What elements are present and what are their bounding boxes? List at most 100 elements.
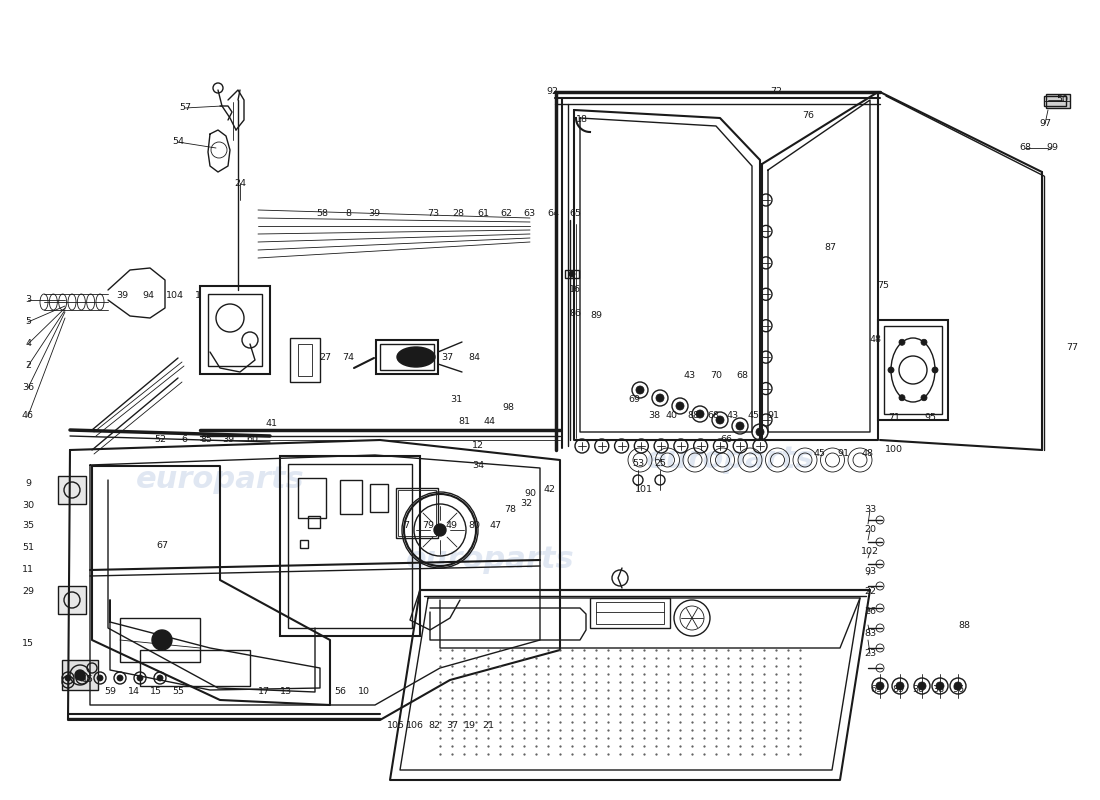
Text: 80: 80	[468, 522, 480, 530]
Circle shape	[888, 367, 894, 373]
Text: 56: 56	[334, 687, 346, 697]
Text: 57: 57	[179, 103, 191, 113]
Text: 39: 39	[116, 290, 128, 299]
Circle shape	[636, 386, 644, 394]
Text: 15: 15	[22, 639, 34, 649]
Text: 74: 74	[342, 354, 354, 362]
Bar	[288, 464, 412, 628]
Circle shape	[676, 402, 684, 410]
Text: 2: 2	[25, 362, 31, 370]
Text: 48: 48	[862, 450, 874, 458]
Text: 37: 37	[446, 722, 458, 730]
Text: 98: 98	[502, 403, 514, 413]
Text: 89: 89	[892, 686, 904, 694]
Text: 53: 53	[631, 459, 645, 469]
Text: 106: 106	[406, 722, 424, 730]
Circle shape	[899, 339, 905, 346]
Text: 102: 102	[861, 547, 879, 557]
Text: 93: 93	[864, 567, 876, 577]
Text: 83: 83	[864, 630, 876, 638]
Text: 90: 90	[524, 490, 536, 498]
Text: 67: 67	[156, 542, 168, 550]
Bar	[298, 478, 326, 518]
Circle shape	[921, 339, 927, 346]
Text: 65: 65	[569, 210, 581, 218]
Text: 64: 64	[547, 210, 559, 218]
Text: europarts: europarts	[406, 546, 574, 574]
Text: 91: 91	[767, 411, 779, 421]
Text: 35: 35	[22, 522, 34, 530]
Text: 103: 103	[411, 354, 429, 362]
Bar	[1046, 94, 1070, 108]
Text: 81: 81	[458, 418, 470, 426]
Text: 23: 23	[864, 650, 876, 658]
Text: 88: 88	[958, 622, 970, 630]
Text: 72: 72	[770, 87, 782, 97]
Circle shape	[954, 682, 962, 690]
Text: 8: 8	[345, 210, 351, 218]
Bar	[290, 338, 320, 382]
Text: 62: 62	[500, 210, 512, 218]
Text: 101: 101	[635, 486, 653, 494]
Text: 52: 52	[154, 435, 166, 445]
Text: 5: 5	[25, 318, 31, 326]
Text: 6: 6	[182, 435, 187, 445]
Text: 9: 9	[25, 479, 31, 489]
Circle shape	[656, 394, 664, 402]
Text: 31: 31	[450, 395, 462, 405]
Text: 39: 39	[222, 435, 234, 445]
Circle shape	[97, 675, 103, 681]
Circle shape	[157, 675, 163, 681]
Text: 75: 75	[877, 281, 889, 290]
Text: 34: 34	[472, 462, 484, 470]
Bar	[300, 540, 308, 548]
Text: 88: 88	[688, 411, 698, 421]
Text: 96: 96	[952, 686, 964, 694]
Bar	[280, 456, 420, 636]
Text: 10: 10	[358, 687, 370, 697]
Bar	[565, 270, 579, 278]
Text: 69: 69	[870, 686, 882, 694]
Circle shape	[79, 675, 85, 681]
Bar	[62, 660, 98, 690]
Text: 48: 48	[869, 335, 881, 345]
Text: 33: 33	[864, 506, 876, 514]
Circle shape	[569, 271, 575, 277]
Text: 11: 11	[22, 566, 34, 574]
Text: 17: 17	[258, 687, 270, 697]
Circle shape	[65, 675, 72, 681]
Text: 41: 41	[266, 419, 278, 429]
Text: 4: 4	[25, 339, 31, 349]
Text: 45: 45	[747, 411, 759, 421]
Circle shape	[756, 428, 764, 436]
Text: 84: 84	[468, 354, 480, 362]
Text: 82: 82	[428, 722, 440, 730]
Bar	[396, 488, 438, 538]
Text: 97: 97	[1040, 119, 1050, 129]
Bar	[398, 490, 436, 536]
Text: 20: 20	[864, 526, 876, 534]
Circle shape	[896, 682, 904, 690]
Text: 16: 16	[569, 286, 581, 294]
Text: 45: 45	[814, 450, 826, 458]
Bar	[140, 650, 250, 686]
Text: 61: 61	[477, 210, 490, 218]
Bar	[340, 480, 362, 514]
Text: 1: 1	[195, 290, 201, 299]
Text: 7: 7	[403, 522, 409, 530]
Text: 89: 89	[590, 311, 602, 321]
Bar	[200, 286, 270, 374]
Text: 44: 44	[484, 418, 496, 426]
Text: 95: 95	[924, 414, 936, 422]
Text: 99: 99	[1046, 143, 1058, 153]
Circle shape	[75, 670, 85, 680]
Bar	[379, 344, 434, 370]
Text: 51: 51	[22, 543, 34, 553]
Circle shape	[138, 675, 143, 681]
Text: 30: 30	[22, 501, 34, 510]
Circle shape	[736, 422, 744, 430]
Bar	[298, 344, 312, 376]
Text: 21: 21	[482, 722, 494, 730]
Circle shape	[921, 394, 927, 401]
Text: 100: 100	[886, 446, 903, 454]
